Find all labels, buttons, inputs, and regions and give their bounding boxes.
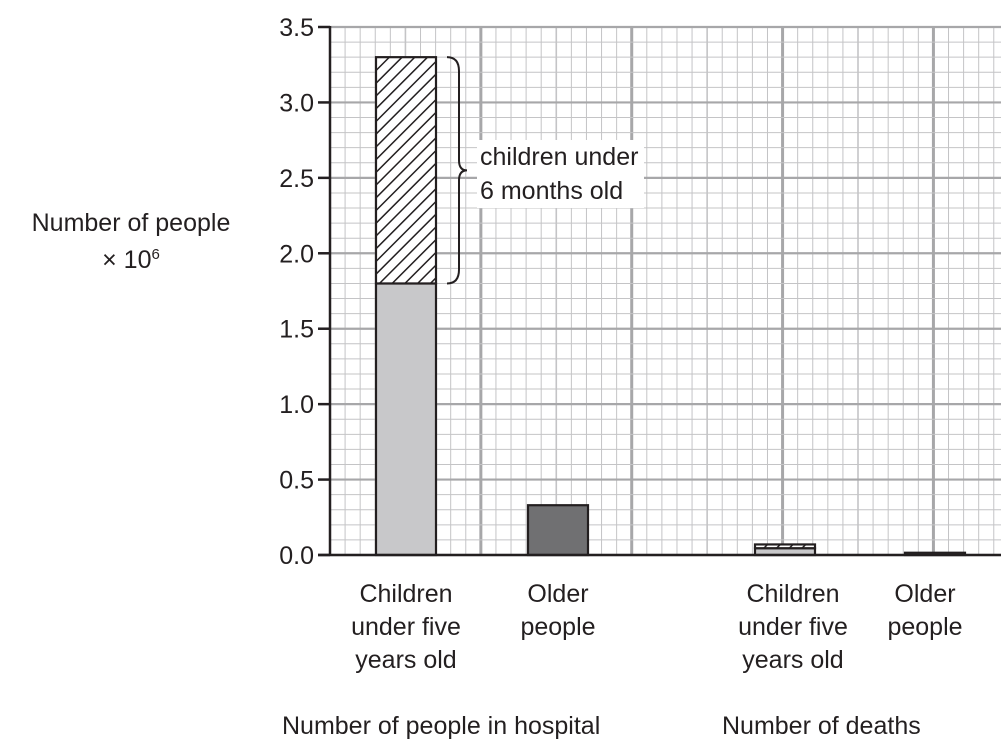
category-label-line: under five xyxy=(738,613,848,641)
group-label-hospital: Number of people in hospital xyxy=(282,712,601,740)
category-label-line: under five xyxy=(351,613,461,641)
y-axis-label-line2: × 106 xyxy=(0,239,262,276)
y-axis-label-exponent: 6 xyxy=(151,246,160,263)
annotation-line: 6 months old xyxy=(480,177,624,205)
group-label-deaths: Number of deaths xyxy=(722,712,921,740)
bar-0-0-segment-1 xyxy=(374,56,438,285)
category-label-deaths-older: Older people xyxy=(851,578,999,644)
category-label-line: years old xyxy=(355,646,457,674)
bars xyxy=(374,56,967,557)
y-tick-label: 1.0 xyxy=(279,391,314,419)
y-tick-label: 0.0 xyxy=(279,542,314,570)
category-label-line: Older xyxy=(894,580,956,608)
y-tick-label: 3.0 xyxy=(279,89,314,117)
category-label-hospital-children: Children under five years old xyxy=(321,578,491,677)
y-tick-label: 0.5 xyxy=(279,467,314,495)
annotation-brace-path xyxy=(446,56,468,285)
category-label-line: people xyxy=(887,613,963,641)
y-tick-label: 1.5 xyxy=(279,316,314,344)
annotation-brace xyxy=(446,56,468,285)
category-label-line: years old xyxy=(742,646,844,674)
y-axis-label-line1: Number of people xyxy=(31,209,231,237)
bar-0-0-segment-0 xyxy=(374,282,438,557)
category-label-line: Children xyxy=(359,580,453,608)
category-label-hospital-older: Older people xyxy=(473,578,643,644)
y-tick-label: 3.5 xyxy=(279,14,314,42)
y-tick-label: 2.5 xyxy=(279,165,314,193)
category-label-line: people xyxy=(520,613,596,641)
y-tick-label: 2.0 xyxy=(279,240,314,268)
y-axis-label-multiplier: × 10 xyxy=(102,246,152,274)
y-axis: 0.0 0.5 1.0 1.5 2.0 2.5 3.0 3.5 xyxy=(279,14,1001,570)
category-label-line: Older xyxy=(527,580,589,608)
category-label-line: Children xyxy=(746,580,840,608)
bar-0-1-segment-0 xyxy=(526,504,590,557)
annotation-label: children under 6 months old xyxy=(477,140,645,208)
y-axis-label: Number of people × 106 xyxy=(0,208,262,276)
annotation-line: children under xyxy=(480,143,639,171)
category-label-deaths-children: Children under five years old xyxy=(708,578,878,677)
bar-1-0-segment-1 xyxy=(753,543,817,550)
